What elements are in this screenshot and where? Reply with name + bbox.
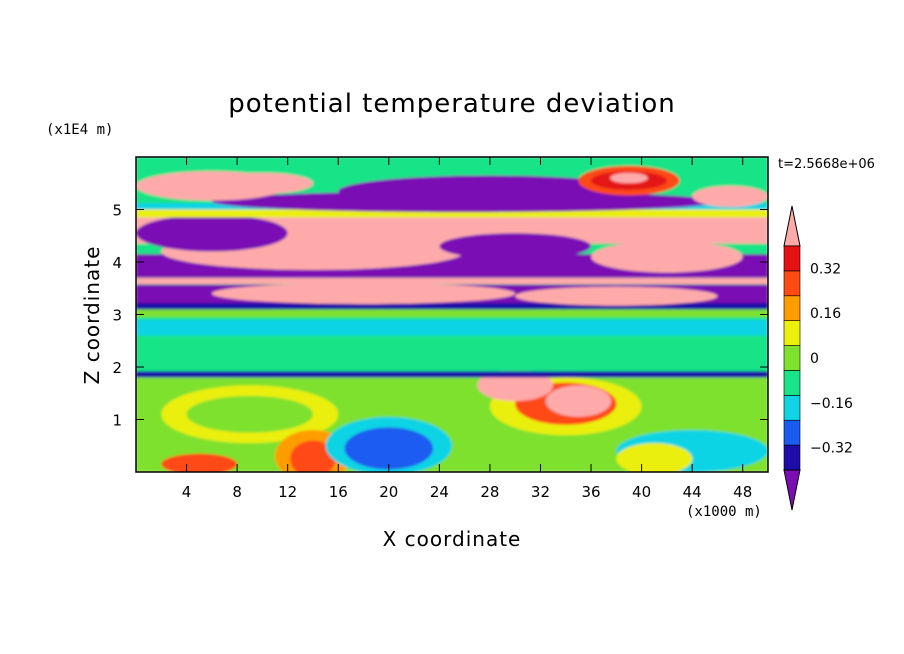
field-blob xyxy=(211,172,313,194)
x-tick-label: 24 xyxy=(430,483,449,501)
x-unit-label: (x1000 m) xyxy=(686,504,762,520)
field-blob xyxy=(545,385,612,417)
x-tick-label: 36 xyxy=(581,483,600,501)
colorbar-extend-min xyxy=(783,469,801,511)
x-tick-label: 48 xyxy=(733,483,752,501)
colorbar-segment xyxy=(783,245,801,272)
colorbar-segment xyxy=(783,320,801,346)
colorbar-segment xyxy=(783,270,801,297)
field-blob xyxy=(515,286,718,306)
colorbar-segment xyxy=(783,295,801,321)
x-tick-label: 40 xyxy=(632,483,651,501)
field-band xyxy=(136,371,768,378)
field-band xyxy=(136,319,768,336)
colorbar-segment xyxy=(783,370,801,396)
x-tick-label: 20 xyxy=(379,483,398,501)
field-blob xyxy=(186,395,313,433)
contour-field xyxy=(136,157,768,472)
colorbar-tick-label: 0.16 xyxy=(810,306,841,322)
colorbar-tick-label: −0.16 xyxy=(810,396,853,412)
x-tick-label: 44 xyxy=(683,483,702,501)
field-blob xyxy=(439,233,592,260)
y-tick-label: 5 xyxy=(112,202,122,220)
x-tick-label: 4 xyxy=(182,483,192,501)
field-band xyxy=(136,209,768,218)
colorbar-segment xyxy=(783,345,801,371)
field-band xyxy=(136,309,768,318)
colorbar-tick-label: −0.32 xyxy=(810,441,853,457)
colorbar-extend-max xyxy=(783,205,801,247)
y-axis: 1 2 3 4 5 xyxy=(112,202,768,430)
colorbar-segment xyxy=(783,444,801,471)
y-unit-label: (x1E4 m) xyxy=(46,122,113,138)
colorbar-tick-label: 0 xyxy=(810,351,819,367)
field-blob xyxy=(290,440,336,472)
y-tick-label: 4 xyxy=(112,254,122,272)
field-blob xyxy=(136,214,288,252)
field-blob xyxy=(161,453,238,472)
x-tick-label: 8 xyxy=(232,483,242,501)
x-tick-label: 28 xyxy=(480,483,499,501)
field-blob xyxy=(344,427,434,470)
field-blob xyxy=(211,283,516,304)
field-band xyxy=(136,302,768,310)
field-blob xyxy=(338,175,642,207)
y-tick-label: 2 xyxy=(112,359,122,377)
colorbar-tick-label: 0.32 xyxy=(810,261,841,277)
field-band xyxy=(136,277,768,285)
y-axis-label: Z coordinate xyxy=(80,246,104,385)
x-tick-label: 12 xyxy=(278,483,297,501)
field-blob xyxy=(692,185,768,207)
time-label: t=2.5668e+06 xyxy=(778,157,875,172)
field-blob xyxy=(610,172,648,184)
colorbar-segment xyxy=(783,419,801,446)
colorbar: 0.32 0.16 0 −0.16 −0.32 xyxy=(783,205,853,511)
x-tick-label: 32 xyxy=(531,483,550,501)
x-tick-label: 16 xyxy=(329,483,348,501)
x-axis-label: X coordinate xyxy=(383,527,522,551)
colorbar-segment xyxy=(783,395,801,421)
chart-title: potential temperature deviation xyxy=(228,89,675,119)
y-tick-label: 3 xyxy=(112,307,122,325)
field-blob xyxy=(616,443,693,472)
y-tick-label: 1 xyxy=(112,412,122,430)
field-blob xyxy=(591,241,743,273)
x-axis: 4 8 12 16 20 24 28 32 36 40 44 48 xyxy=(182,157,752,501)
